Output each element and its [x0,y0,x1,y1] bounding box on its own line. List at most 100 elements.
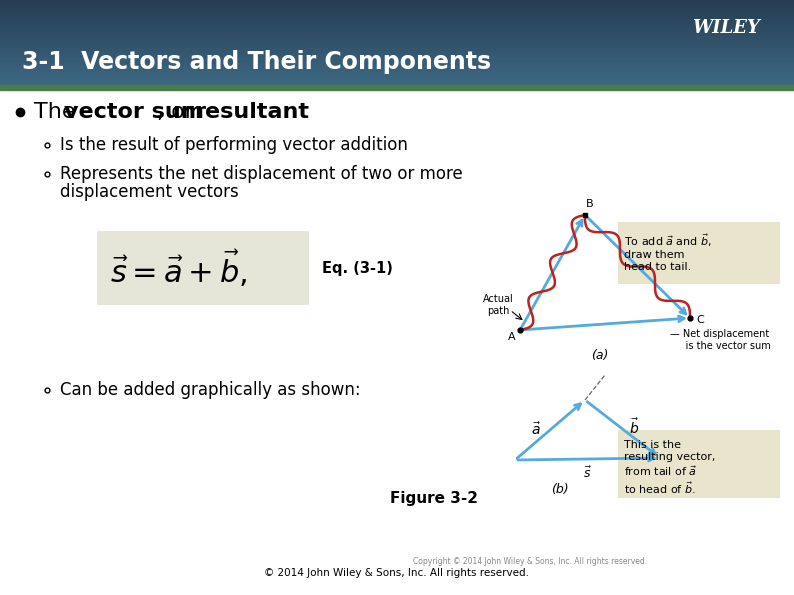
Text: $\vec{a}$: $\vec{a}$ [531,422,542,439]
Bar [0,0,794,2]
Bar [0,64,794,65]
Bar [0,80,794,82]
Bar [0,79,794,80]
Bar [0,2,794,4]
Bar [0,27,794,29]
Bar [0,42,794,43]
Bar [0,77,794,79]
Bar [0,62,794,64]
Bar [0,27,794,28]
Bar [0,20,794,22]
Text: B: B [586,199,594,209]
Text: A: A [508,332,516,342]
Bar [0,85,794,90]
Text: WILEY: WILEY [692,19,760,37]
Bar [618,430,780,498]
Bar [0,52,794,54]
Bar [0,54,794,56]
Text: Can be added graphically as shown:: Can be added graphically as shown: [60,381,360,399]
Text: , or: , or [157,102,201,122]
Bar [0,16,794,17]
Bar [0,53,794,55]
Bar [0,65,794,67]
Bar [0,7,794,9]
Text: The: The [34,102,83,122]
Bar [0,43,794,45]
Text: Eq. (3-1): Eq. (3-1) [322,261,393,275]
Bar [0,1,794,2]
Bar [0,37,794,39]
Bar [0,71,794,73]
Text: (a): (a) [592,349,609,362]
Bar [0,34,794,36]
Bar [0,4,794,6]
Bar [0,23,794,25]
Bar [0,90,794,595]
Bar [0,8,794,10]
Bar [0,17,794,18]
Bar [0,76,794,77]
Bar [0,30,794,32]
Bar [0,26,794,27]
FancyBboxPatch shape [97,231,309,305]
Bar [0,50,794,52]
Text: Actual
path: Actual path [483,294,514,316]
Bar [0,42,794,44]
Text: Is the result of performing vector addition: Is the result of performing vector addit… [60,136,408,154]
Bar [0,29,794,30]
Bar [0,32,794,33]
Bar [0,14,794,15]
Bar [0,12,794,13]
Bar [0,5,794,7]
Text: displacement vectors: displacement vectors [60,183,239,201]
Text: Represents the net displacement of two or more: Represents the net displacement of two o… [60,165,463,183]
Bar [0,45,794,46]
Bar [0,21,794,23]
Bar [0,39,794,41]
Bar [0,67,794,68]
Text: C: C [696,315,703,325]
Bar [0,77,794,78]
Text: $\vec{b}$: $\vec{b}$ [630,417,640,437]
Bar [0,46,794,47]
Bar [0,18,794,20]
Bar [0,55,794,57]
Bar [0,82,794,83]
Bar [0,15,794,17]
Bar [0,48,794,49]
Bar [0,22,794,24]
Bar [0,72,794,74]
Bar [0,57,794,58]
Bar [0,84,794,86]
Text: (b): (b) [551,484,569,496]
Bar [0,81,794,82]
Bar [0,12,794,14]
Bar [0,33,794,35]
Text: Figure 3-2: Figure 3-2 [390,490,478,506]
Bar [0,83,794,84]
Bar [0,24,794,26]
Bar [0,10,794,11]
Bar [0,68,794,70]
Bar [0,49,794,51]
Text: This is the
resulting vector,
from tail of $\vec{a}$
to head of $\vec{b}$.: This is the resulting vector, from tail … [624,440,715,496]
Text: To add $\vec{a}$ and $\vec{b}$,
draw them
head to tail.: To add $\vec{a}$ and $\vec{b}$, draw the… [624,232,712,272]
Bar [0,7,794,8]
Bar [618,222,780,284]
Bar [0,35,794,37]
Text: © 2014 John Wiley & Sons, Inc. All rights reserved.: © 2014 John Wiley & Sons, Inc. All right… [264,568,530,578]
Bar [0,70,794,71]
Text: $\vec{s} = \vec{a} + \vec{b},$: $\vec{s} = \vec{a} + \vec{b},$ [110,248,248,289]
Bar [0,66,794,67]
Text: $\vec{s}$: $\vec{s}$ [583,465,592,481]
Bar [0,74,794,76]
Bar [0,3,794,5]
Bar [0,38,794,40]
Text: vector sum: vector sum [64,102,204,122]
Bar [0,47,794,48]
Bar [0,11,794,12]
Bar [0,31,794,32]
Bar [0,69,794,71]
Bar [0,51,794,52]
Text: 3-1  Vectors and Their Components: 3-1 Vectors and Their Components [22,50,491,74]
